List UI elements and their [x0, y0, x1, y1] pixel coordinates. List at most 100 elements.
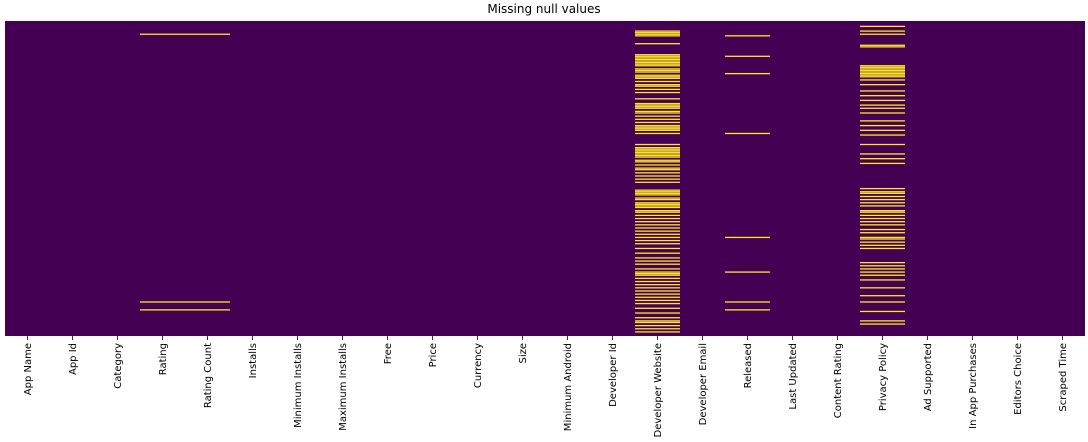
- x-tick-label: App Name: [23, 343, 34, 395]
- missing-cell: [635, 236, 680, 239]
- missing-cell: [860, 198, 905, 201]
- missing-cell: [860, 221, 905, 223]
- missing-cell: [635, 84, 680, 86]
- missing-cell: [635, 211, 680, 213]
- missing-cell: [635, 110, 680, 113]
- missing-cell: [635, 63, 680, 65]
- missing-cell: [860, 195, 905, 198]
- missing-cell: [860, 74, 905, 76]
- missing-cell: [635, 32, 680, 34]
- missing-cell: [860, 320, 905, 322]
- missing-cell: [635, 128, 680, 130]
- missing-cell: [860, 99, 905, 102]
- missing-cell: [860, 211, 905, 213]
- missing-cell: [725, 236, 770, 239]
- missing-cell: [635, 257, 680, 259]
- missing-cell: [860, 261, 905, 264]
- missing-column-privacy-policy: [860, 25, 905, 325]
- missing-cell: [635, 293, 680, 295]
- missing-column-released: [725, 35, 770, 311]
- missing-cell: [635, 167, 680, 169]
- x-tick-label: Currency: [473, 343, 484, 388]
- missing-cell: [635, 126, 680, 128]
- missing-cell: [635, 192, 680, 194]
- missing-cell: [140, 309, 185, 311]
- missing-cell: [635, 57, 680, 59]
- missing-cell: [860, 153, 905, 155]
- missing-cell: [725, 55, 770, 57]
- heatmap-background: [5, 21, 1085, 336]
- x-tick-label: Ad Supported: [923, 343, 934, 411]
- missing-cell: [635, 194, 680, 196]
- x-tick-label: Developer Email: [698, 343, 709, 425]
- missing-cell: [635, 268, 680, 270]
- missing-cell: [635, 277, 680, 280]
- missing-cell: [860, 84, 905, 86]
- missing-cell: [635, 148, 680, 150]
- missing-cell: [860, 76, 905, 78]
- missing-cell: [860, 46, 905, 48]
- x-tick-label: Free: [383, 343, 394, 364]
- missing-cell: [635, 210, 680, 212]
- x-tick-label: Developer Website: [653, 343, 664, 437]
- missing-cell: [635, 71, 680, 73]
- missing-cell: [860, 274, 905, 276]
- missing-cell: [860, 295, 905, 297]
- x-tick-label: Released: [743, 343, 754, 388]
- x-tick-label: Minimum Android: [563, 343, 574, 431]
- missing-cell: [185, 309, 230, 311]
- missing-cell: [860, 232, 905, 234]
- missing-cell: [635, 214, 680, 217]
- x-tick-label: Size: [518, 343, 529, 364]
- chart-title: Missing null values: [487, 2, 601, 16]
- missing-cell: [635, 197, 680, 199]
- missing-cell: [635, 274, 680, 276]
- missing-cell: [860, 95, 905, 97]
- missing-cell: [635, 273, 680, 275]
- missing-cell: [635, 118, 680, 120]
- missing-cell: [635, 324, 680, 327]
- missing-cell: [860, 112, 905, 114]
- missing-cell: [140, 33, 185, 35]
- missing-cell: [860, 69, 905, 72]
- missing-cell: [635, 175, 680, 177]
- missing-cell: [635, 169, 680, 171]
- missing-cell: [860, 238, 905, 240]
- missing-cell: [860, 214, 905, 217]
- missing-cell: [725, 309, 770, 311]
- missing-cell: [635, 74, 680, 76]
- missing-cell: [860, 271, 905, 273]
- missing-cell: [860, 71, 905, 73]
- missing-cell: [635, 198, 680, 201]
- missing-cell: [725, 301, 770, 303]
- missing-cell: [635, 233, 680, 235]
- missing-cell: [635, 85, 680, 87]
- missing-cell: [635, 147, 680, 149]
- missing-cell: [860, 287, 905, 289]
- missing-cell: [860, 265, 905, 267]
- missing-cell: [635, 227, 680, 229]
- missing-cell: [860, 124, 905, 127]
- missing-cell: [635, 178, 680, 180]
- missing-cell: [635, 112, 680, 114]
- missing-cell: [635, 54, 680, 56]
- missing-cell: [635, 243, 680, 245]
- missing-cell: [860, 224, 905, 226]
- x-tick-label: Rating: [158, 343, 169, 375]
- missing-cell: [860, 44, 905, 46]
- missing-cell: [140, 301, 185, 303]
- missing-cell: [635, 263, 680, 265]
- missing-cell: [860, 65, 905, 67]
- missing-cell: [635, 320, 680, 322]
- missing-cell: [860, 30, 905, 32]
- x-tick-label: Editors Choice: [1013, 343, 1024, 415]
- missing-cell: [635, 221, 680, 223]
- missing-cell: [860, 247, 905, 250]
- missing-cell: [860, 301, 905, 303]
- missing-cell: [635, 68, 680, 70]
- missing-column-developer-website: [635, 30, 680, 333]
- missing-cell: [860, 323, 905, 325]
- missing-cell: [635, 91, 680, 94]
- missing-cell: [860, 241, 905, 243]
